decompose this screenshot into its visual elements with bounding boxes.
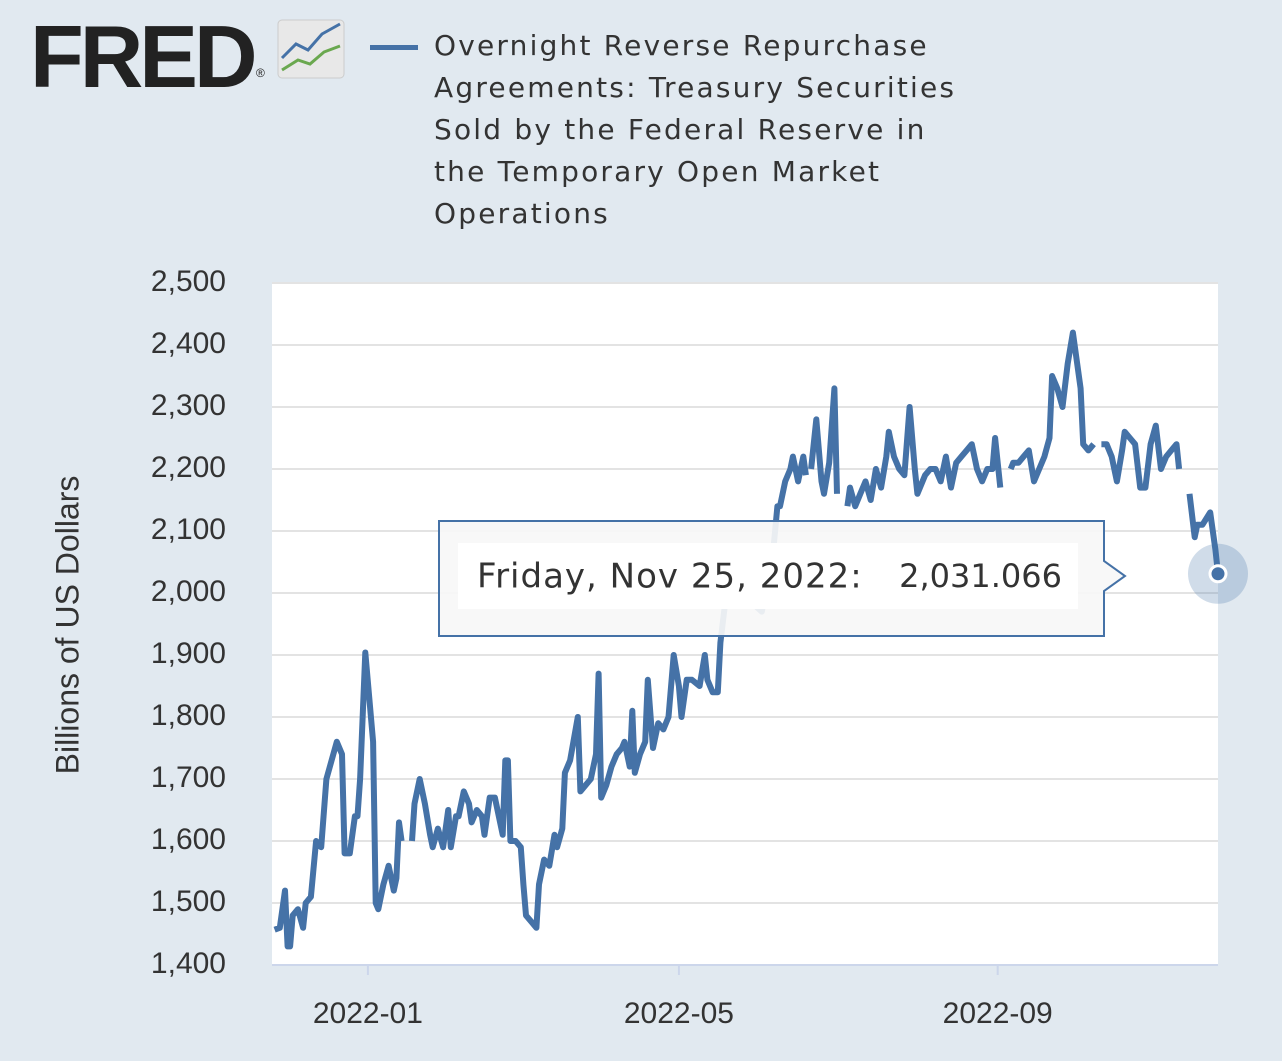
y-tick-label: 2,500 <box>151 265 226 298</box>
tooltip-value: 2,031.066 <box>899 557 1062 595</box>
y-tick-label: 2,100 <box>151 513 226 546</box>
y-tick-label: 2,300 <box>151 389 226 422</box>
y-axis-label: Billions of US Dollars <box>49 476 85 775</box>
legend: Overnight Reverse Repurchase Agreements:… <box>370 25 974 235</box>
y-tick-label: 1,900 <box>151 637 226 670</box>
hover-point <box>1208 564 1228 584</box>
y-tick-label: 1,700 <box>151 761 226 794</box>
tooltip-inner <box>458 543 1078 609</box>
legend-label: Overnight Reverse Repurchase Agreements:… <box>434 29 957 230</box>
x-tick-label: 2022-01 <box>313 997 423 1030</box>
legend-key <box>370 45 418 50</box>
logo[interactable]: FRED <box>30 7 258 106</box>
data-line <box>273 329 1221 950</box>
y-tick-label: 2,000 <box>151 575 226 608</box>
tooltip-label: Friday, Nov 25, 2022: <box>477 557 863 597</box>
y-tick-label: 2,200 <box>151 451 226 484</box>
logo-mark: ® <box>256 66 265 80</box>
y-tick-label: 1,500 <box>151 885 226 918</box>
logo-icon <box>277 19 345 79</box>
y-tick-label: 1,600 <box>151 823 226 856</box>
y-tick-label: 1,400 <box>151 947 226 980</box>
y-tick-label: 1,800 <box>151 699 226 732</box>
y-tick-label: 2,400 <box>151 327 226 360</box>
tooltip: Friday, Nov 25, 2022: 2,031.066 <box>438 520 1127 637</box>
x-tick-label: 2022-09 <box>943 997 1053 1030</box>
x-tick-label: 2022-05 <box>624 997 734 1030</box>
